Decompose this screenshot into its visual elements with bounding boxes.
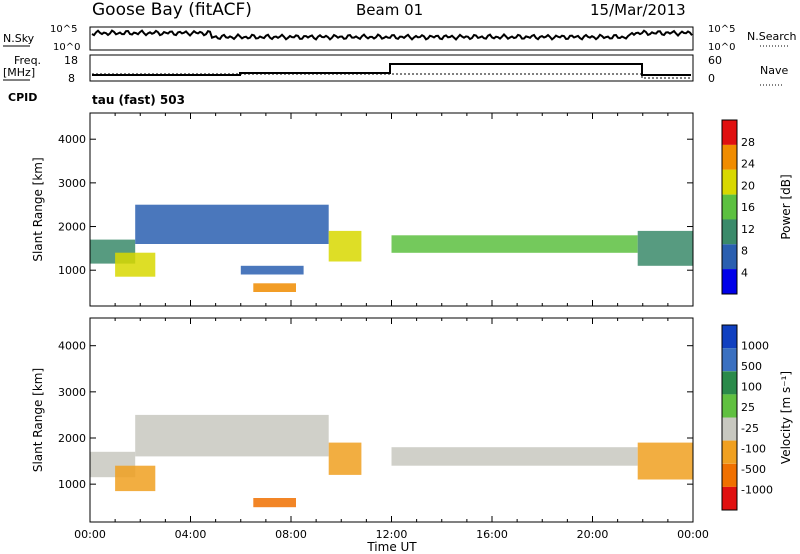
nsearch-label: N.Search (747, 30, 797, 43)
power-feature-5 (328, 230, 362, 262)
power-feature-7 (637, 230, 693, 266)
cpid-label: CPID (8, 91, 37, 104)
velocity-ytick-label-1: 2000 (58, 432, 86, 445)
velocity-colorbar-tick-3: 25 (741, 401, 755, 414)
beam-title: Beam 01 (356, 1, 423, 19)
station-title: Goose Bay (fitACF) (92, 0, 252, 20)
freq-tick-low: 8 (68, 72, 75, 85)
power-ytick-label-2: 3000 (58, 177, 86, 190)
power-colorbar-swatch-4 (722, 219, 737, 245)
velocity-xtick-label-2: 08:00 (275, 528, 307, 541)
power-colorbar-tick-0: 28 (741, 136, 755, 149)
freq-tick-high: 18 (64, 54, 78, 67)
power-feature-2 (135, 204, 329, 244)
power-colorbar-swatch-2 (722, 169, 737, 195)
freq-trace (92, 63, 691, 76)
nsky-trace (91, 29, 693, 41)
nave-trace (92, 73, 691, 79)
freq-label: Freq. (14, 54, 41, 67)
power-colorbar-tick-3: 16 (741, 201, 755, 214)
nave-label: Nave (760, 64, 788, 77)
velocity-panel: 1000 2000 3000 4000 Slant Range [km] 00:00 04:… (31, 317, 793, 541)
velocity-colorbar-tick-1: 500 (741, 360, 762, 373)
velocity-colorbar-swatch-0 (722, 325, 737, 349)
cpid-value: tau (fast) 503 (92, 93, 185, 107)
nsky-tick-high: 10^5 (50, 24, 77, 35)
velocity-colorbar-swatch-1 (722, 348, 737, 372)
velocity-colorbar-tick-0: 1000 (741, 340, 769, 353)
power-feature-3 (253, 283, 296, 292)
velocity-feature-6 (637, 442, 693, 480)
power-colorbar-swatch-5 (722, 244, 737, 270)
velocity-colorbar-swatch-6 (722, 463, 737, 487)
velocity-colorbar-tick-2: 100 (741, 381, 762, 394)
velocity-xtick-label-0: 00:00 (74, 528, 106, 541)
freq-unit: [MHz] (3, 66, 35, 79)
velocity-xtick-label-4: 16:00 (476, 528, 508, 541)
x-axis-title: Time UT (366, 540, 417, 554)
velocity-xtick-label-5: 20:00 (577, 528, 609, 541)
nave-tick-low: 0 (708, 72, 715, 85)
velocity-feature-2 (135, 414, 329, 457)
power-colorbar-tick-2: 20 (741, 179, 755, 192)
velocity-feature-4 (328, 442, 362, 475)
velocity-xtick-label-6: 00:00 (677, 528, 709, 541)
velocity-colorbar-tick-5: -100 (741, 442, 766, 455)
power-colorbar-tick-4: 12 (741, 223, 755, 236)
velocity-colorbar-swatch-4 (722, 417, 737, 441)
velocity-xtick-label-1: 04:00 (175, 528, 207, 541)
power-colorbar-tick-6: 4 (741, 266, 748, 279)
power-colorbar-label: Power [dB] (779, 174, 793, 239)
nsky-tick-low: 10^0 (53, 42, 80, 53)
velocity-ytick-label-3: 4000 (58, 340, 86, 353)
velocity-colorbar-swatch-7 (722, 486, 737, 510)
velocity-feature-3 (253, 498, 296, 508)
nsky-label: N.Sky (3, 32, 35, 45)
power-colorbar-swatch-3 (722, 194, 737, 220)
power-feature-1 (115, 252, 156, 277)
velocity-colorbar-label: Velocity [m s⁻¹] (779, 371, 793, 464)
power-colorbar-swatch-1 (722, 144, 737, 170)
power-ytick-label-3: 4000 (58, 133, 86, 146)
power-colorbar-tick-1: 24 (741, 158, 755, 171)
nsearch-tick-high: 10^5 (708, 24, 735, 35)
velocity-feature-5 (391, 447, 638, 466)
power-feature-6 (391, 235, 638, 253)
freq-panel-frame (89, 54, 694, 82)
date-title: 15/Mar/2013 (590, 1, 686, 19)
power-colorbar-swatch-0 (722, 120, 737, 145)
nsky-panel-frame (89, 26, 694, 51)
power-ytick-label-0: 1000 (58, 264, 86, 277)
velocity-xtick-label-3: 12:00 (376, 528, 408, 541)
power-colorbar-swatch-6 (722, 269, 737, 294)
velocity-colorbar-tick-4: -25 (741, 422, 759, 435)
power-panel: 1000 2000 3000 4000 Slant Range [km] 28 24 20 16… (31, 112, 793, 307)
velocity-feature-1 (115, 465, 156, 492)
power-feature-4 (240, 265, 304, 275)
power-colorbar-frame (721, 119, 738, 295)
velocity-colorbar-swatch-3 (722, 394, 737, 418)
velocity-ytick-label-2: 3000 (58, 386, 86, 399)
velocity-colorbar-swatch-5 (722, 440, 737, 464)
power-ytick-label-1: 2000 (58, 221, 86, 234)
nave-tick-high: 60 (708, 54, 722, 67)
velocity-colorbar-tick-7: -1000 (741, 483, 773, 496)
velocity-ytick-label-0: 1000 (58, 478, 86, 491)
velocity-colorbar-swatch-2 (722, 371, 737, 395)
power-ylabel: Slant Range [km] (31, 157, 45, 261)
power-colorbar-tick-5: 8 (741, 245, 748, 258)
nsearch-tick-low: 10^0 (708, 42, 735, 53)
velocity-ylabel: Slant Range [km] (31, 368, 45, 472)
velocity-colorbar-frame (721, 324, 738, 511)
velocity-colorbar-tick-6: -500 (741, 463, 766, 476)
